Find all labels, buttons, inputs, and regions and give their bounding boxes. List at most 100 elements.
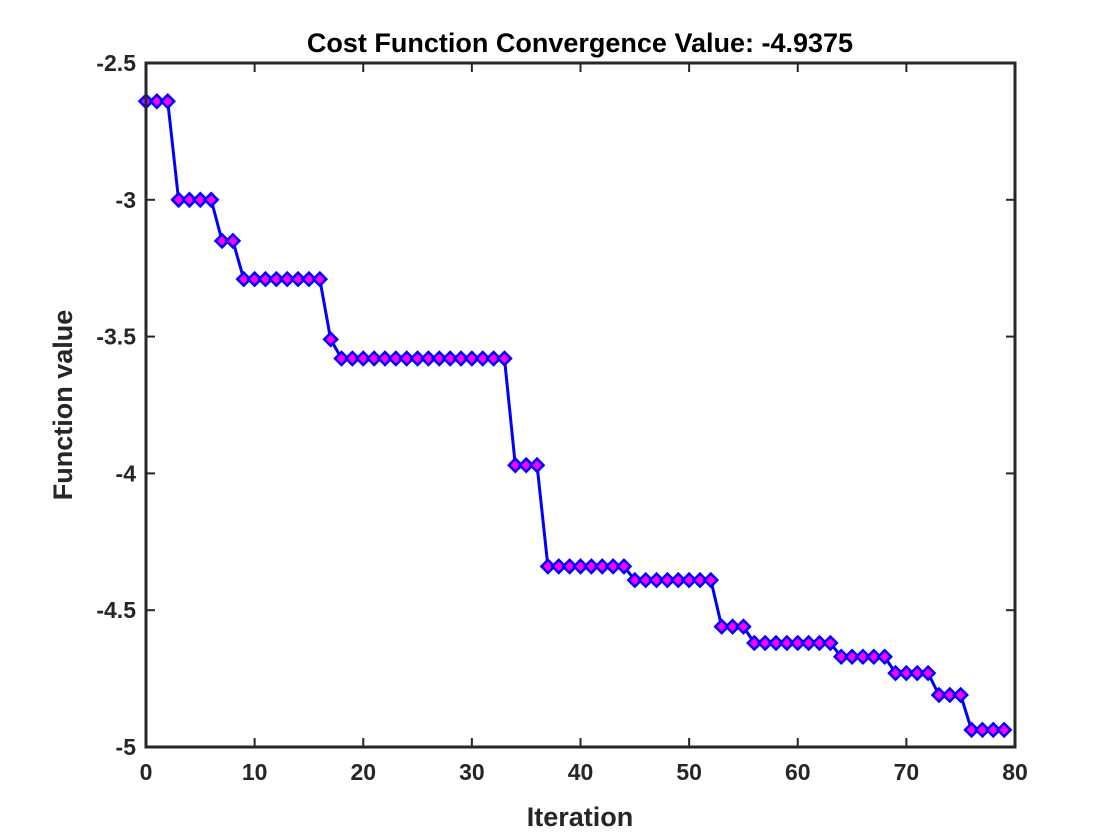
data-point-marker	[517, 456, 535, 474]
x-tick-label: 10	[242, 759, 268, 785]
data-point-marker	[865, 648, 883, 665]
data-point-marker	[811, 634, 828, 652]
data-point-marker	[354, 350, 372, 367]
data-point-marker	[192, 191, 209, 209]
data-point-marker	[724, 618, 741, 635]
data-point-marker	[322, 331, 339, 348]
data-point-marker	[420, 350, 437, 367]
data-point-marker	[615, 558, 633, 575]
data-point-marker	[507, 456, 524, 474]
data-point-marker	[181, 191, 198, 209]
data-point-marker	[159, 93, 176, 110]
data-point-marker	[289, 270, 307, 288]
data-point-marker	[170, 191, 187, 209]
data-point-marker	[995, 721, 1013, 739]
x-axis-label: Iteration	[527, 802, 634, 832]
data-point-marker	[300, 270, 318, 288]
data-point-marker	[561, 558, 578, 575]
data-point-marker	[669, 571, 687, 589]
data-point-marker	[778, 634, 796, 652]
data-point-marker	[431, 350, 448, 367]
y-axis-label: Function value	[48, 310, 78, 501]
data-point-marker	[963, 721, 980, 739]
data-point-marker	[311, 270, 329, 288]
data-point-marker	[974, 721, 991, 739]
x-tick-label: 60	[785, 759, 811, 785]
data-point-marker	[626, 571, 644, 589]
data-point-marker	[822, 634, 839, 652]
data-point-marker	[365, 350, 383, 367]
data-point-marker	[409, 350, 426, 367]
data-point-marker	[789, 634, 807, 652]
data-point-marker	[268, 270, 285, 288]
data-point-marker	[550, 558, 568, 575]
data-point-marker	[930, 686, 948, 704]
x-tick-label: 70	[894, 759, 920, 785]
y-tick-label: -4	[116, 460, 137, 486]
data-point-marker	[691, 571, 709, 589]
data-point-marker	[756, 634, 774, 652]
data-point-marker	[702, 571, 720, 589]
data-point-marker	[854, 648, 872, 665]
data-point-marker	[637, 571, 654, 589]
data-point-marker	[452, 350, 470, 367]
data-point-marker	[898, 664, 915, 682]
data-point-marker	[213, 232, 231, 250]
data-point-marker	[333, 350, 350, 367]
plot-area	[146, 63, 1015, 747]
data-point-marker	[941, 686, 959, 704]
data-point-marker	[648, 571, 665, 589]
data-point-marker	[463, 350, 481, 367]
data-point-marker	[496, 350, 513, 367]
data-point-marker	[843, 648, 861, 665]
data-point-marker	[952, 686, 969, 704]
y-tick-label: -3	[116, 187, 136, 213]
x-tick-label: 50	[676, 759, 702, 785]
data-point-marker	[746, 634, 763, 652]
data-point-marker	[485, 350, 502, 367]
data-point-marker	[713, 618, 730, 635]
data-point-marker	[539, 558, 557, 575]
data-point-marker	[148, 93, 166, 110]
data-point-marker	[224, 232, 242, 250]
y-tick-label: -3.5	[96, 324, 136, 350]
data-point-marker	[908, 664, 926, 682]
data-point-marker	[767, 634, 785, 652]
data-point-marker	[387, 350, 405, 367]
data-point-marker	[985, 721, 1002, 739]
data-point-marker	[593, 558, 611, 575]
data-point-marker	[735, 618, 752, 635]
data-point-marker	[919, 664, 937, 682]
y-tick-label: -4.5	[96, 597, 136, 623]
data-point-marker	[876, 648, 893, 665]
data-point-marker	[376, 350, 394, 367]
y-tick-label: -5	[116, 734, 137, 760]
data-point-marker	[235, 270, 253, 288]
data-point-marker	[257, 270, 274, 288]
data-point-marker	[441, 350, 459, 367]
x-tick-label: 40	[568, 759, 594, 785]
data-point-marker	[604, 558, 622, 575]
data-point-marker	[398, 350, 415, 367]
data-point-marker	[659, 571, 676, 589]
data-point-marker	[572, 558, 589, 575]
data-point-marker	[800, 634, 817, 652]
data-point-marker	[202, 191, 220, 209]
data-point-marker	[278, 270, 296, 288]
data-point-marker	[474, 350, 492, 367]
data-point-marker	[887, 664, 904, 682]
x-tick-label: 20	[350, 759, 376, 785]
data-point-marker	[344, 350, 361, 367]
x-tick-label: 0	[140, 759, 153, 785]
data-point-marker	[528, 456, 546, 474]
data-point-marker	[246, 270, 263, 288]
y-tick-label: -2.5	[96, 50, 136, 76]
x-tick-label: 30	[459, 759, 485, 785]
data-point-marker	[583, 558, 600, 575]
axes-box	[144, 61, 1017, 749]
chart-title: Cost Function Convergence Value: -4.9375	[307, 28, 853, 58]
data-point-marker	[680, 571, 698, 589]
series-layer	[137, 93, 1013, 739]
data-point-marker	[832, 648, 850, 665]
